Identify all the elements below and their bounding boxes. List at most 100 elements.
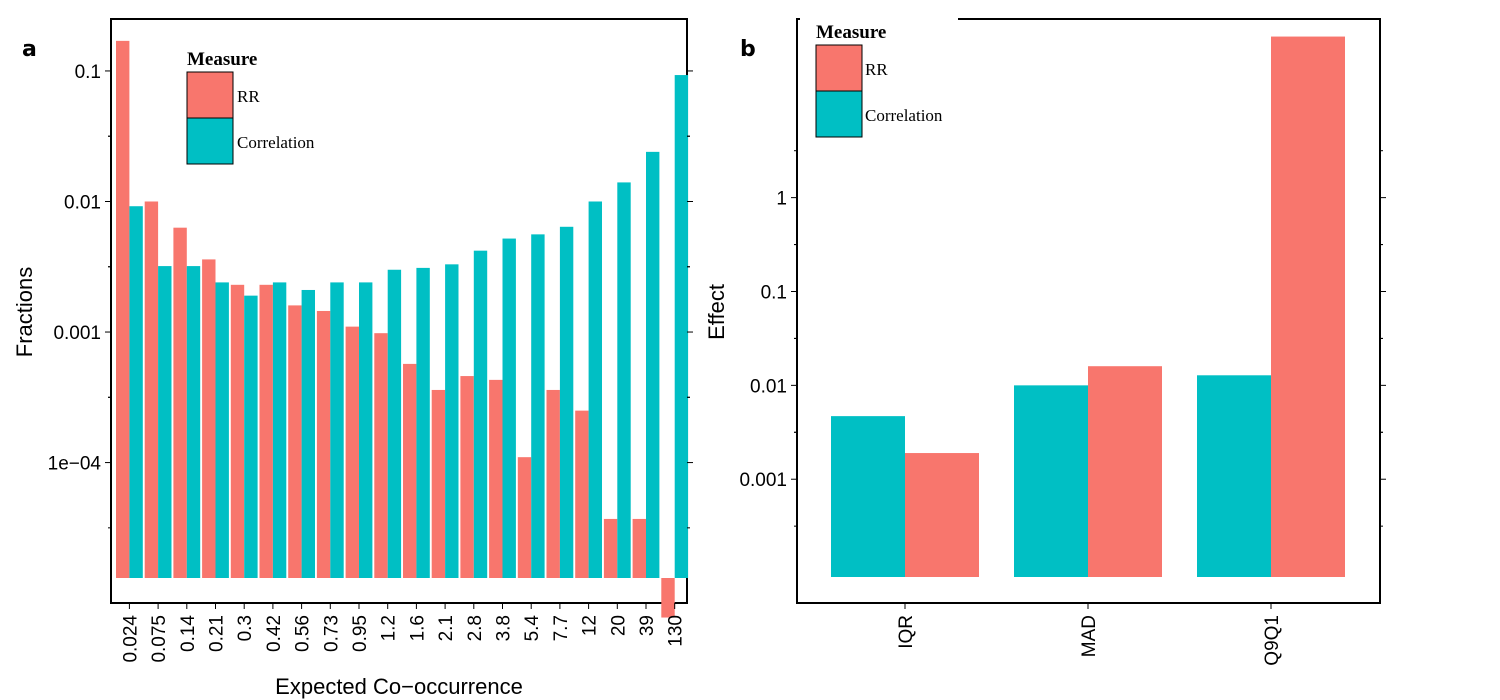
panel-a-x-axis-title: Expected Co−occurrence [275, 674, 523, 699]
panel-b-y-tick-label-1: 1 [776, 189, 787, 210]
panel-a-bar-rr-0-95 [345, 326, 359, 578]
panel-b-legend-title: Measure [816, 22, 886, 43]
panel-b-bar-rr-mad [1088, 366, 1162, 577]
panel-b: b 1 0.1 0.01 0.001 IQR MAD Q9Q1 Effect Measur… [704, 10, 1386, 666]
panel-a-legend-key-correlation [186, 117, 234, 165]
panel-b-bar-rr-q9q1 [1271, 36, 1345, 578]
panel-a-bar-correlation-2-8 [473, 250, 488, 579]
panel-a-bar-correlation-2-1 [445, 264, 459, 578]
panel-b-y-axis-title: Effect [704, 284, 729, 340]
panel-a-y-tick-label-0-01: 0.01 [64, 192, 101, 213]
panel-a-bar-rr-1-2 [374, 333, 388, 578]
panel-b-y-tick-label-0-001: 0.001 [739, 470, 787, 491]
panel-a-x-tick-label-0-024: 0.024 [120, 615, 141, 663]
panel-a-x-tick-label-5-4: 5.4 [522, 615, 543, 642]
panel-a-x-tick-label-0-21: 0.21 [207, 615, 228, 652]
panel-b-legend-label-correlation: Correlation [865, 106, 943, 125]
panel-a-x-tick-label-0-14: 0.14 [178, 615, 199, 652]
panel-b-legend-key-correlation [815, 90, 863, 138]
panel-a-bar-rr-0-14 [173, 227, 187, 578]
panel-a-bar-rr-0-075 [144, 201, 159, 579]
panel-a-bar-correlation-0-3 [244, 295, 258, 578]
panel-a-bar-rr-2-1 [431, 389, 446, 578]
panel-b-bars [831, 36, 1345, 578]
panel-a-bar-correlation-0-42 [272, 282, 287, 578]
panel-a-legend: Measure RR Correlation [170, 34, 330, 168]
panel-a-bar-correlation-39 [646, 151, 660, 579]
panel-a-bar-correlation-20 [617, 182, 631, 578]
panel-a-y-tick-label-1e-04: 1e−04 [48, 454, 102, 475]
panel-b-y-axis: 1 0.1 0.01 0.001 [739, 150, 1386, 527]
panel-a-legend-key-rr [186, 71, 234, 119]
panel-a-x-tick-label-12: 12 [580, 615, 601, 636]
panel-a-bar-correlation-1-2 [387, 269, 402, 578]
panel-a-bar-rr-0-21 [202, 259, 216, 578]
panel-a-bar-correlation-3-8 [502, 238, 516, 578]
panel-a-bar-correlation-0-024 [129, 206, 143, 578]
panel-b-legend-label-rr: RR [865, 60, 888, 79]
panel-a-letter: a [22, 37, 37, 62]
panel-a-bar-rr-39 [632, 518, 646, 578]
panel-a-legend-title: Measure [187, 49, 257, 70]
panel-a-legend-label-rr: RR [237, 87, 260, 106]
panel-a-x-axis: 0.024 0.075 0.14 0.21 0.3 0.42 0.56 0.73 0.95 1.2… [120, 603, 687, 663]
panel-a-bar-rr-20 [603, 518, 618, 578]
panel-a-bar-rr-2-8 [460, 376, 474, 578]
panel-b-y-tick-label-0-01: 0.01 [750, 376, 787, 397]
panel-a-bar-correlation-0-21 [215, 282, 229, 578]
panel-a-bar-rr-12 [575, 410, 589, 578]
panel-a-bar-correlation-130 [674, 75, 689, 578]
panel-a-x-tick-label-0-075: 0.075 [149, 615, 170, 663]
panel-a-bars [116, 40, 689, 618]
panel-a-bar-rr-7-7 [546, 389, 560, 578]
panel-a-bar-rr-0-56 [288, 305, 302, 578]
panel-a-bar-correlation-0-075 [158, 266, 172, 578]
panel-a-bar-correlation-0-95 [359, 282, 373, 578]
panel-a-x-tick-label-0-3: 0.3 [235, 615, 256, 641]
panel-a-x-tick-label-2-1: 2.1 [436, 615, 457, 641]
panel-a-bar-rr-5-4 [517, 457, 532, 578]
panel-b-bar-correlation-q9q1 [1197, 375, 1271, 577]
panel-a-x-tick-label-20: 20 [608, 615, 629, 636]
panel-a-bar-rr-1-6 [403, 363, 417, 578]
panel-a-y-tick-label-0-001: 0.001 [53, 323, 101, 344]
panel-a-y-axis-title: Fractions [12, 267, 37, 357]
panel-a-x-tick-label-7-7: 7.7 [551, 615, 572, 641]
panel-a-x-tick-label-39: 39 [637, 615, 658, 636]
panel-a-y-axis: 0.1 0.01 0.001 1e−04 [48, 62, 693, 529]
panel-b-x-tick-label-q9q1: Q9Q1 [1262, 615, 1283, 666]
panel-a-x-tick-label-0-73: 0.73 [321, 615, 342, 652]
panel-a-x-tick-label-1-2: 1.2 [379, 615, 400, 641]
panel-a-bar-rr-0-3 [230, 284, 245, 578]
panel-b-letter: b [740, 37, 756, 62]
panel-a-bar-correlation-1-6 [416, 267, 430, 578]
panel-b-legend: Measure RR Correlation [800, 10, 958, 142]
panel-a-bar-rr-0-024 [116, 40, 130, 579]
panel-a-x-tick-label-0-42: 0.42 [264, 615, 285, 652]
panel-b-x-tick-label-mad: MAD [1079, 615, 1100, 657]
panel-b-bar-correlation-mad [1014, 385, 1088, 577]
panel-a-bar-rr-0-73 [316, 310, 331, 578]
panel-b-x-tick-label-iqr: IQR [896, 615, 917, 649]
panel-a-bar-rr-130 [661, 578, 675, 618]
panel-a-bar-rr-0-42 [259, 284, 273, 578]
panel-a-y-tick-label-0-1: 0.1 [75, 62, 101, 83]
panel-a-bar-correlation-12 [588, 201, 602, 579]
panel-a-x-tick-label-3-8: 3.8 [494, 615, 515, 641]
panel-a-bar-correlation-0-73 [330, 282, 344, 578]
panel-a-bar-correlation-0-56 [301, 289, 315, 578]
panel-b-x-axis: IQR MAD Q9Q1 [896, 603, 1283, 666]
panel-a-x-tick-label-2-8: 2.8 [465, 615, 486, 641]
panel-a-legend-label-correlation: Correlation [237, 133, 315, 152]
panel-a-x-tick-label-1-6: 1.6 [407, 615, 428, 641]
panel-b-bar-correlation-iqr [831, 416, 905, 577]
panel-a-bar-correlation-7-7 [559, 226, 574, 579]
panel-a-bar-rr-3-8 [489, 379, 503, 578]
panel-b-legend-key-rr [815, 44, 863, 92]
panel-a-x-tick-label-0-95: 0.95 [350, 615, 371, 652]
panel-b-y-tick-label-0-1: 0.1 [761, 282, 787, 303]
panel-a-x-tick-label-0-56: 0.56 [293, 615, 314, 652]
panel-a-x-tick-label-130: 130 [666, 615, 687, 647]
panel-a-bar-correlation-0-14 [186, 266, 201, 578]
